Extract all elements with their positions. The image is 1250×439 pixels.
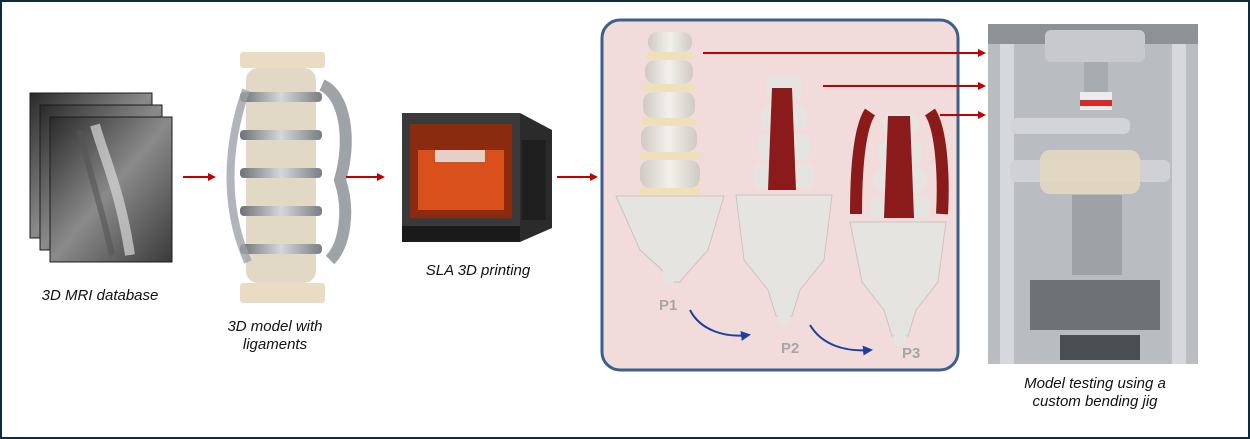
spine-model-icon bbox=[226, 52, 352, 303]
spine-prototype-icon bbox=[735, 76, 833, 326]
caption-printing: SLA 3D printing bbox=[425, 262, 531, 279]
caption-model: 3D model with ligaments bbox=[200, 318, 350, 354]
curve-arrow-1 bbox=[689, 309, 751, 341]
curve-arrow-2 bbox=[809, 324, 873, 356]
caption-mri: 3D MRI database bbox=[41, 287, 159, 304]
caption-testing-line2: custom bending jig bbox=[1032, 393, 1158, 410]
spine-prototype-icon bbox=[615, 32, 725, 283]
caption-testing-line1: Model testing using a bbox=[1024, 375, 1166, 392]
caption-model-line1: 3D model with bbox=[227, 318, 323, 335]
mri-stack-icon bbox=[29, 92, 173, 263]
printer-icon bbox=[402, 113, 552, 242]
caption-model-line2: ligaments bbox=[242, 336, 308, 353]
spine-prototype-icon bbox=[849, 108, 949, 346]
testing-jig-icon bbox=[988, 24, 1198, 364]
caption-testing: Model testing using a custom bending jig bbox=[990, 375, 1200, 411]
prototype-label-p2: P2 bbox=[781, 340, 800, 357]
prototype-label-p1: P1 bbox=[659, 297, 678, 314]
prototype-label-p3: P3 bbox=[902, 345, 921, 362]
